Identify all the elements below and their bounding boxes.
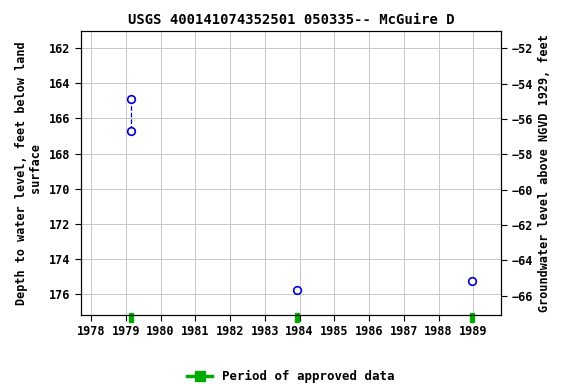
Legend: Period of approved data: Period of approved data xyxy=(182,365,400,384)
Title: USGS 400141074352501 050335-- McGuire D: USGS 400141074352501 050335-- McGuire D xyxy=(127,13,454,27)
Y-axis label: Depth to water level, feet below land
 surface: Depth to water level, feet below land su… xyxy=(16,41,43,305)
Y-axis label: Groundwater level above NGVD 1929, feet: Groundwater level above NGVD 1929, feet xyxy=(539,34,551,312)
